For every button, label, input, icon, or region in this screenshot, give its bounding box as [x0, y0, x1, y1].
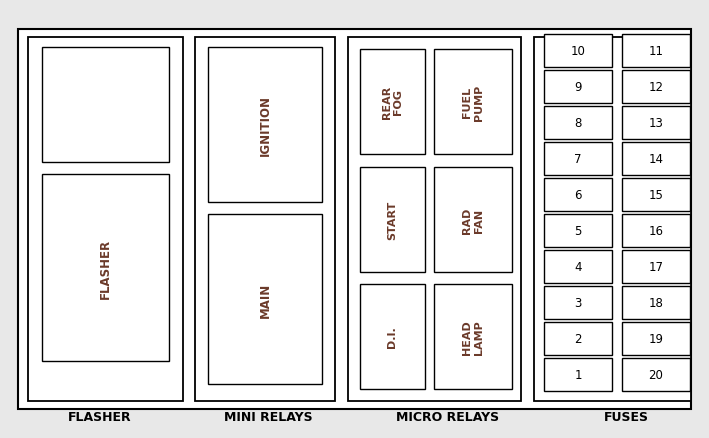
Text: 6: 6 — [574, 189, 582, 201]
Bar — [208, 215, 322, 384]
Bar — [622, 322, 690, 355]
Bar — [544, 35, 612, 68]
Bar — [622, 71, 690, 104]
Text: 18: 18 — [649, 297, 664, 309]
Text: START: START — [388, 201, 398, 240]
Bar — [348, 38, 521, 401]
Text: REAR
FOG: REAR FOG — [381, 86, 403, 119]
Text: 12: 12 — [649, 81, 664, 94]
Text: 8: 8 — [574, 117, 581, 130]
Bar — [544, 286, 612, 319]
Text: 17: 17 — [649, 261, 664, 273]
Bar — [544, 251, 612, 283]
Text: FUEL
PUMP: FUEL PUMP — [462, 84, 484, 120]
Bar — [622, 143, 690, 176]
Text: 7: 7 — [574, 153, 582, 166]
Text: RAD
FAN: RAD FAN — [462, 207, 484, 233]
Bar — [18, 30, 691, 409]
Text: 9: 9 — [574, 81, 582, 94]
Text: 15: 15 — [649, 189, 664, 201]
Bar — [360, 168, 425, 272]
Bar — [544, 358, 612, 391]
Bar — [544, 322, 612, 355]
Bar — [360, 50, 425, 155]
Bar — [28, 38, 183, 401]
Bar — [42, 175, 169, 361]
Text: FUSES: FUSES — [603, 410, 649, 424]
Text: 19: 19 — [649, 332, 664, 345]
Text: HEAD
LAMP: HEAD LAMP — [462, 319, 484, 354]
Bar — [534, 38, 691, 401]
Text: MAIN: MAIN — [259, 282, 272, 317]
Bar — [622, 179, 690, 212]
Bar — [544, 215, 612, 247]
Bar — [434, 50, 512, 155]
Bar — [544, 107, 612, 140]
Text: MICRO RELAYS: MICRO RELAYS — [396, 410, 500, 424]
Text: D.I.: D.I. — [388, 326, 398, 348]
Text: 16: 16 — [649, 225, 664, 237]
Bar — [544, 179, 612, 212]
Text: 2: 2 — [574, 332, 582, 345]
Bar — [195, 38, 335, 401]
Text: 3: 3 — [574, 297, 581, 309]
Bar — [360, 284, 425, 389]
Text: 5: 5 — [574, 225, 581, 237]
Bar — [434, 284, 512, 389]
Bar — [622, 286, 690, 319]
Bar — [42, 48, 169, 162]
Text: 10: 10 — [571, 45, 586, 58]
Text: 11: 11 — [649, 45, 664, 58]
Text: 20: 20 — [649, 368, 664, 381]
Text: 13: 13 — [649, 117, 664, 130]
Bar — [622, 358, 690, 391]
Text: MINI RELAYS: MINI RELAYS — [223, 410, 312, 424]
Text: 14: 14 — [649, 153, 664, 166]
Text: 4: 4 — [574, 261, 582, 273]
Bar — [208, 48, 322, 202]
Text: FLASHER: FLASHER — [99, 238, 112, 298]
Bar — [544, 71, 612, 104]
Bar — [544, 143, 612, 176]
Bar — [622, 35, 690, 68]
Bar — [622, 215, 690, 247]
Bar — [622, 251, 690, 283]
Text: FLASHER: FLASHER — [68, 410, 132, 424]
Bar — [622, 107, 690, 140]
Text: 1: 1 — [574, 368, 582, 381]
Text: IGNITION: IGNITION — [259, 95, 272, 155]
Bar — [434, 168, 512, 272]
